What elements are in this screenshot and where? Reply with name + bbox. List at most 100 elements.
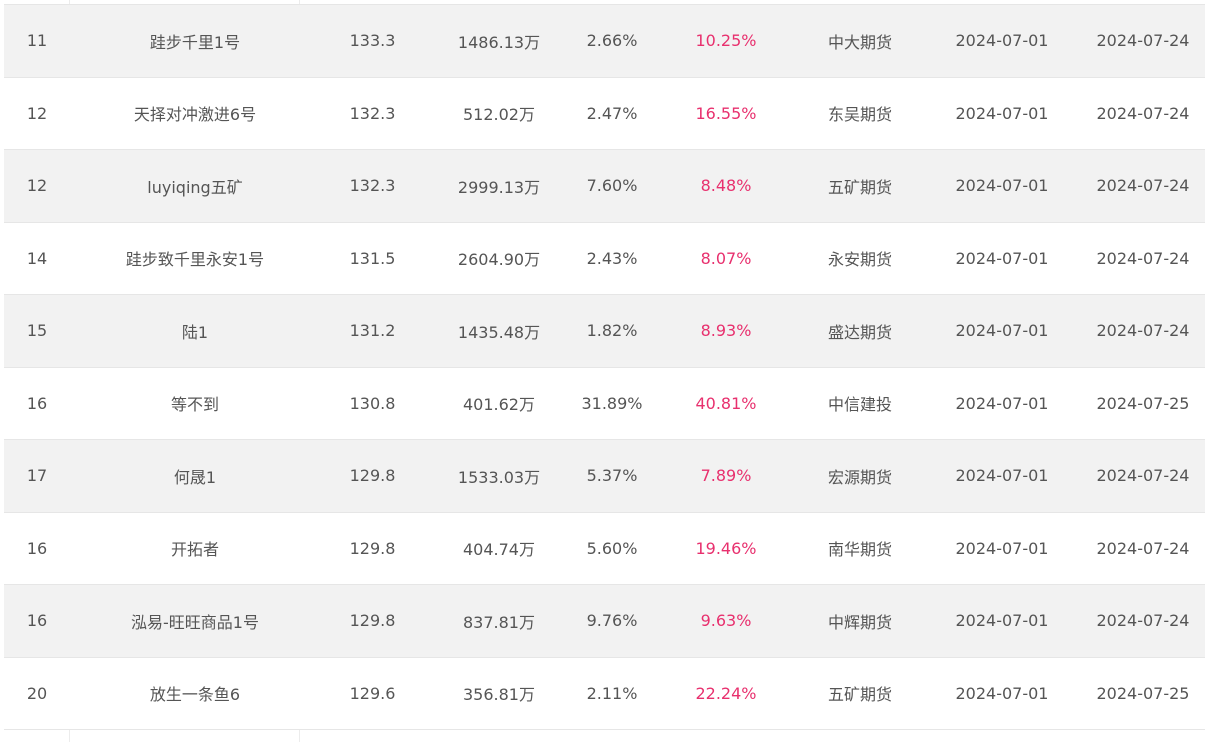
return-cell: 8.93%: [700, 321, 752, 341]
scale-cell: 401.62万: [463, 395, 535, 415]
scale-cell: 2999.13万: [457, 177, 541, 197]
return-cell: 9.63%: [700, 611, 752, 631]
end-date-cell: 2024-07-24: [1096, 611, 1190, 631]
product-name-cell: 等不到: [170, 395, 219, 415]
ranking-table: 11 跬步千里1号 133.3 1486.13万 2.66% 10.25% 中大…: [4, 4, 1205, 730]
scale-cell: 512.02万: [463, 105, 535, 125]
start-date-cell: 2024-07-01: [955, 393, 1049, 413]
score-cell: 133.3: [349, 31, 396, 51]
broker-cell: 中大期货: [827, 32, 892, 52]
score-cell: 129.8: [349, 538, 396, 558]
score-cell: 129.8: [349, 466, 396, 486]
rank-cell: 12: [26, 176, 48, 196]
start-date-cell: 2024-07-01: [955, 321, 1049, 341]
table-row: 20 放生一条鱼6 129.6 356.81万 2.11% 22.24% 五矿期…: [4, 657, 1205, 730]
return-cell: 16.55%: [695, 103, 757, 123]
product-name-cell: 何晟1: [173, 467, 217, 487]
return-cell: 8.07%: [700, 248, 752, 268]
drawdown-cell: 9.76%: [586, 611, 638, 631]
product-name-cell: 开拓者: [170, 540, 219, 560]
broker-cell: 东吴期货: [827, 105, 892, 125]
scale-cell: 1486.13万: [457, 32, 541, 52]
broker-cell: 五矿期货: [827, 685, 892, 705]
scale-cell: 1533.03万: [457, 467, 541, 487]
rank-cell: 16: [26, 538, 48, 558]
rank-cell: 11: [26, 31, 48, 51]
end-date-cell: 2024-07-24: [1096, 31, 1190, 51]
end-date-cell: 2024-07-24: [1096, 176, 1190, 196]
scale-cell: 837.81万: [463, 612, 535, 632]
product-name-cell: 陆1: [181, 322, 209, 342]
score-cell: 131.2: [349, 321, 396, 341]
drawdown-cell: 1.82%: [586, 321, 638, 341]
end-date-cell: 2024-07-24: [1096, 103, 1190, 123]
return-cell: 19.46%: [695, 538, 757, 558]
score-cell: 132.3: [349, 176, 396, 196]
rank-cell: 12: [26, 103, 48, 123]
table-row: 12 天择对冲激进6号 132.3 512.02万 2.47% 16.55% 东…: [4, 77, 1205, 150]
broker-cell: 中辉期货: [827, 612, 892, 632]
score-cell: 130.8: [349, 393, 396, 413]
product-name-cell: luyiqing五矿: [147, 177, 243, 197]
table-row: 16 等不到 130.8 401.62万 31.89% 40.81% 中信建投 …: [4, 367, 1205, 440]
table-row: 14 跬步致千里永安1号 131.5 2604.90万 2.43% 8.07% …: [4, 222, 1205, 295]
end-date-cell: 2024-07-24: [1096, 538, 1190, 558]
table-row: 17 何晟1 129.8 1533.03万 5.37% 7.89% 宏源期货 2…: [4, 440, 1205, 513]
table-row: 16 开拓者 129.8 404.74万 5.60% 19.46% 南华期货 2…: [4, 512, 1205, 585]
drawdown-cell: 5.37%: [586, 466, 638, 486]
broker-cell: 五矿期货: [827, 177, 892, 197]
product-name-cell: 跬步千里1号: [149, 32, 241, 52]
rank-cell: 17: [26, 466, 48, 486]
end-date-cell: 2024-07-24: [1096, 321, 1190, 341]
score-cell: 129.8: [349, 611, 396, 631]
drawdown-cell: 2.47%: [586, 103, 638, 123]
scale-cell: 2604.90万: [457, 250, 541, 270]
rank-cell: 20: [26, 683, 48, 703]
start-date-cell: 2024-07-01: [955, 538, 1049, 558]
end-date-cell: 2024-07-25: [1096, 683, 1190, 703]
start-date-cell: 2024-07-01: [955, 31, 1049, 51]
drawdown-cell: 31.89%: [581, 393, 643, 413]
start-date-cell: 2024-07-01: [955, 103, 1049, 123]
start-date-cell: 2024-07-01: [955, 466, 1049, 486]
broker-cell: 盛达期货: [827, 322, 892, 342]
score-cell: 132.3: [349, 103, 396, 123]
product-name-cell: 天择对冲激进6号: [133, 105, 257, 125]
rank-cell: 15: [26, 321, 48, 341]
scale-cell: 1435.48万: [457, 322, 541, 342]
drawdown-cell: 2.43%: [586, 248, 638, 268]
return-cell: 7.89%: [700, 466, 752, 486]
product-name-cell: 跬步致千里永安1号: [125, 250, 265, 270]
scale-cell: 356.81万: [463, 685, 535, 705]
return-cell: 10.25%: [695, 31, 757, 51]
table-row: 11 跬步千里1号 133.3 1486.13万 2.66% 10.25% 中大…: [4, 5, 1205, 78]
end-date-cell: 2024-07-24: [1096, 248, 1190, 268]
drawdown-cell: 5.60%: [586, 538, 638, 558]
drawdown-cell: 7.60%: [586, 176, 638, 196]
end-date-cell: 2024-07-25: [1096, 393, 1190, 413]
product-name-cell: 泓易-旺旺商品1号: [131, 612, 259, 632]
return-cell: 22.24%: [695, 683, 757, 703]
start-date-cell: 2024-07-01: [955, 683, 1049, 703]
rank-cell: 16: [26, 611, 48, 631]
rank-cell: 16: [26, 393, 48, 413]
broker-cell: 南华期货: [827, 540, 892, 560]
score-cell: 129.6: [349, 683, 396, 703]
rank-cell: 14: [26, 248, 48, 268]
start-date-cell: 2024-07-01: [955, 248, 1049, 268]
scale-cell: 404.74万: [463, 540, 535, 560]
broker-cell: 中信建投: [827, 395, 892, 415]
start-date-cell: 2024-07-01: [955, 176, 1049, 196]
return-cell: 8.48%: [700, 176, 752, 196]
score-cell: 131.5: [349, 248, 396, 268]
end-date-cell: 2024-07-24: [1096, 466, 1190, 486]
drawdown-cell: 2.11%: [586, 683, 638, 703]
broker-cell: 永安期货: [827, 250, 892, 270]
table-row: 16 泓易-旺旺商品1号 129.8 837.81万 9.76% 9.63% 中…: [4, 585, 1205, 658]
return-cell: 40.81%: [695, 393, 757, 413]
product-name-cell: 放生一条鱼6: [149, 685, 241, 705]
broker-cell: 宏源期货: [827, 467, 892, 487]
table-row: 15 陆1 131.2 1435.48万 1.82% 8.93% 盛达期货 20…: [4, 295, 1205, 368]
table-row: 12 luyiqing五矿 132.3 2999.13万 7.60% 8.48%…: [4, 150, 1205, 223]
start-date-cell: 2024-07-01: [955, 611, 1049, 631]
